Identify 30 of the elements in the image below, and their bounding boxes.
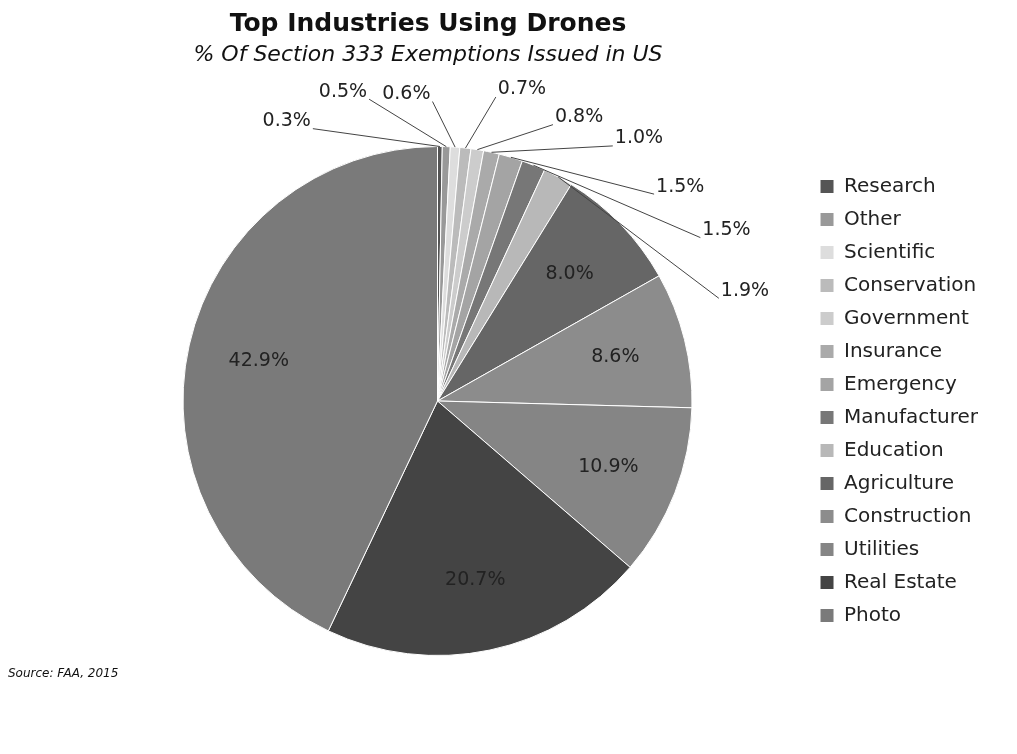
legend-label: Real Estate [844,568,957,593]
data-label: 0.5% [318,78,368,101]
data-label: 0.7% [497,76,547,99]
data-label: 8.6% [591,343,640,366]
data-label: 8.0% [545,260,594,283]
data-label: 1.5% [656,173,705,196]
legend-label: Manufacturer [844,403,979,428]
legend-label: Construction [844,502,972,527]
source-note: Source: FAA, 2015 [8,666,120,680]
legend-label: Conservation [844,271,977,296]
legend-label: Insurance [844,337,943,362]
data-label: 0.6% [382,80,431,103]
legend-label: Scientific [844,238,936,263]
data-label: 1.5% [702,217,751,240]
data-label: 42.9% [228,347,289,370]
chart-subtitle: % Of Section 333 Exemptions Issued in US [192,41,664,66]
chart-title: Top Industries Using Drones [228,8,628,37]
data-label: 1.0% [614,125,664,148]
data-label: 0.8% [554,104,604,127]
legend-label: Government [844,304,969,329]
legend-label: Agriculture [844,469,955,494]
legend-label: Other [844,205,902,230]
legend-label: Photo [844,601,902,626]
legend-label: Utilities [844,535,920,560]
legend-label: Research [844,172,936,197]
data-label: 1.9% [720,277,770,300]
data-label: 0.3% [262,108,311,131]
legend-label: Emergency [844,370,957,395]
legend-label: Education [844,436,944,461]
data-label: 10.9% [578,454,639,477]
